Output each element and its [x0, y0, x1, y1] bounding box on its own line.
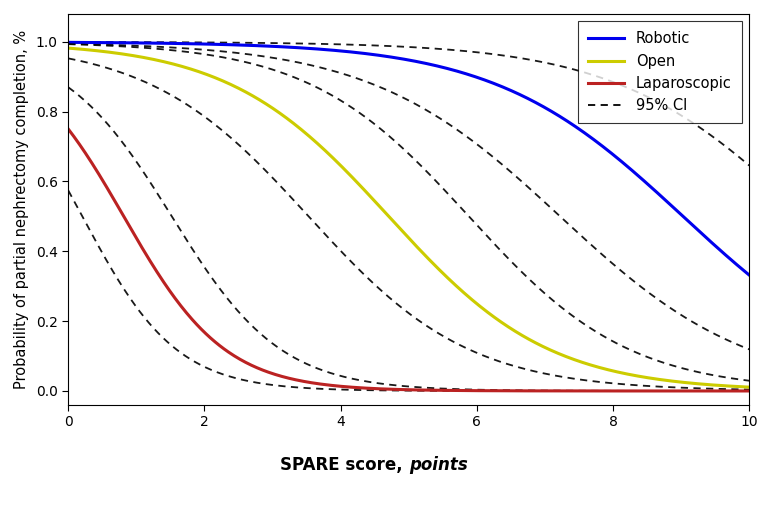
Legend: Robotic, Open, Laparoscopic, 95% CI: Robotic, Open, Laparoscopic, 95% CI [577, 21, 742, 123]
Text: points: points [409, 456, 468, 474]
Text: SPARE score,: SPARE score, [280, 456, 409, 474]
Y-axis label: Probability of partial nephrectomy completion, %: Probability of partial nephrectomy compl… [14, 30, 29, 389]
